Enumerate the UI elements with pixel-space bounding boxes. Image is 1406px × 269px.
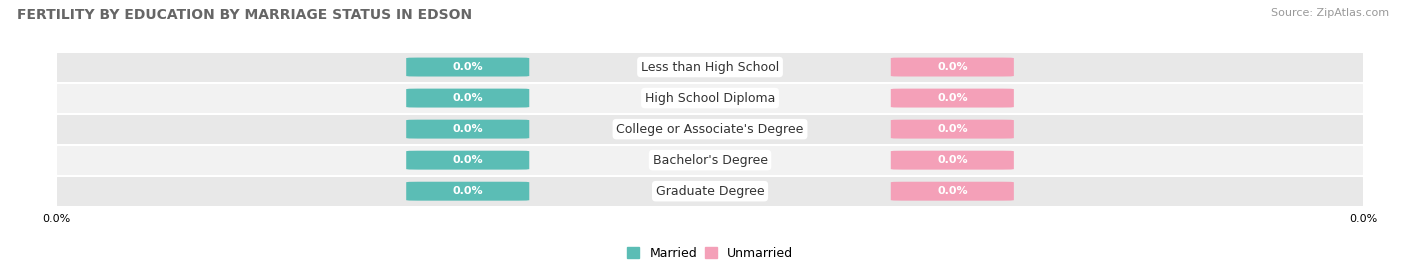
- Text: Less than High School: Less than High School: [641, 61, 779, 73]
- Text: 0.0%: 0.0%: [453, 93, 484, 103]
- Bar: [56, 114, 1364, 145]
- Text: FERTILITY BY EDUCATION BY MARRIAGE STATUS IN EDSON: FERTILITY BY EDUCATION BY MARRIAGE STATU…: [17, 8, 472, 22]
- Bar: [56, 145, 1364, 176]
- FancyBboxPatch shape: [406, 151, 529, 170]
- FancyBboxPatch shape: [406, 182, 529, 201]
- FancyBboxPatch shape: [891, 151, 1014, 170]
- Text: 0.0%: 0.0%: [453, 155, 484, 165]
- Bar: [56, 176, 1364, 207]
- Bar: [56, 52, 1364, 83]
- Text: Graduate Degree: Graduate Degree: [655, 185, 765, 198]
- Text: High School Diploma: High School Diploma: [645, 91, 775, 105]
- FancyBboxPatch shape: [891, 58, 1014, 76]
- Text: 0.0%: 0.0%: [936, 93, 967, 103]
- FancyBboxPatch shape: [406, 120, 529, 139]
- FancyBboxPatch shape: [891, 89, 1014, 108]
- Text: College or Associate's Degree: College or Associate's Degree: [616, 123, 804, 136]
- Text: 0.0%: 0.0%: [453, 62, 484, 72]
- Legend: Married, Unmarried: Married, Unmarried: [621, 242, 799, 265]
- Text: 0.0%: 0.0%: [936, 155, 967, 165]
- Text: 0.0%: 0.0%: [453, 186, 484, 196]
- Text: Bachelor's Degree: Bachelor's Degree: [652, 154, 768, 167]
- FancyBboxPatch shape: [406, 89, 529, 108]
- Bar: [56, 83, 1364, 114]
- Text: 0.0%: 0.0%: [453, 124, 484, 134]
- Text: 0.0%: 0.0%: [936, 186, 967, 196]
- FancyBboxPatch shape: [891, 182, 1014, 201]
- Text: Source: ZipAtlas.com: Source: ZipAtlas.com: [1271, 8, 1389, 18]
- Text: 0.0%: 0.0%: [936, 124, 967, 134]
- FancyBboxPatch shape: [891, 120, 1014, 139]
- FancyBboxPatch shape: [406, 58, 529, 76]
- Text: 0.0%: 0.0%: [936, 62, 967, 72]
